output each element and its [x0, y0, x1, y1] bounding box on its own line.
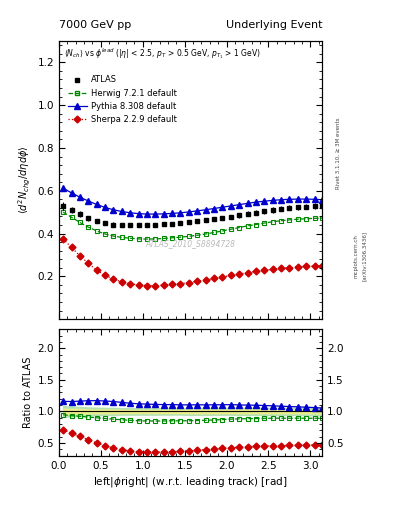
Text: [arXiv:1306.3436]: [arXiv:1306.3436]	[362, 231, 367, 281]
Text: 7000 GeV pp: 7000 GeV pp	[59, 20, 131, 30]
Legend: ATLAS, Herwig 7.2.1 default, Pythia 8.308 default, Sherpa 2.2.9 default: ATLAS, Herwig 7.2.1 default, Pythia 8.30…	[66, 73, 179, 126]
Y-axis label: $\langle d^2 N_{chg}/d\eta d\phi \rangle$: $\langle d^2 N_{chg}/d\eta d\phi \rangle…	[17, 146, 33, 215]
Y-axis label: Ratio to ATLAS: Ratio to ATLAS	[23, 357, 33, 428]
Text: ATLAS_2010_S8894728: ATLAS_2010_S8894728	[145, 240, 236, 248]
X-axis label: left|$\phi$right| (w.r.t. leading track) [rad]: left|$\phi$right| (w.r.t. leading track)…	[94, 475, 288, 489]
Text: $\langle N_{ch}\rangle$ vs $\phi^{lead}$ (|$\eta$| < 2.5, $p_T$ > 0.5 GeV, $p_{T: $\langle N_{ch}\rangle$ vs $\phi^{lead}$…	[64, 47, 261, 61]
Text: mcplots.cern.ch: mcplots.cern.ch	[354, 234, 359, 278]
Text: Underlying Event: Underlying Event	[226, 20, 322, 30]
Text: Rivet 3.1.10, ≥ 3M events: Rivet 3.1.10, ≥ 3M events	[336, 118, 341, 189]
